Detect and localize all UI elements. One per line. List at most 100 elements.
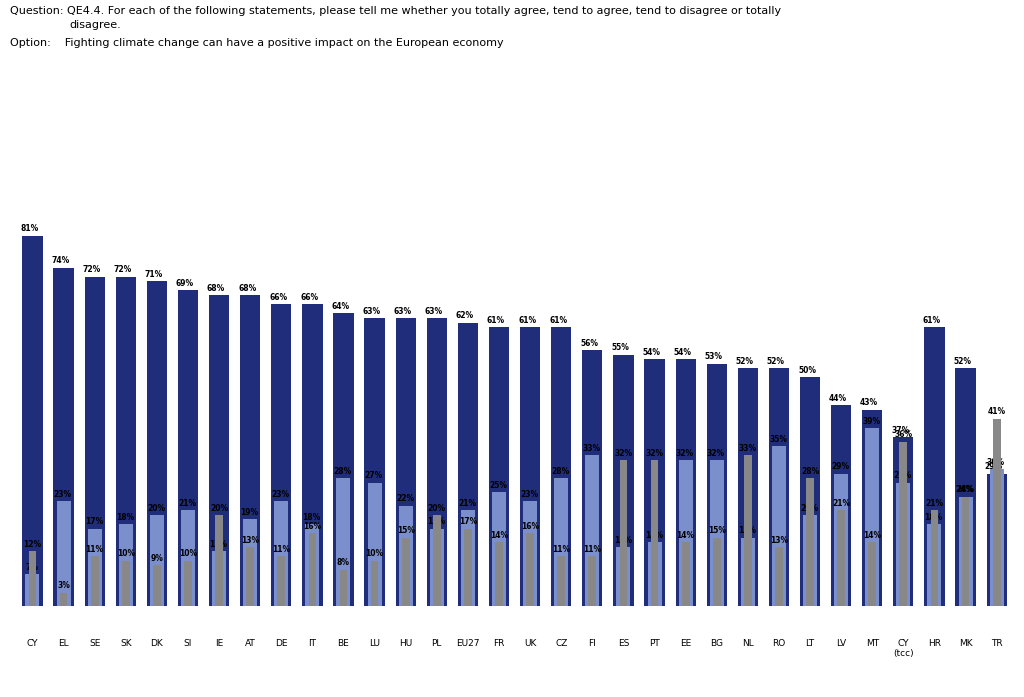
- Bar: [925, 327, 944, 606]
- Bar: [395, 318, 416, 606]
- Bar: [243, 519, 257, 606]
- Text: 15%: 15%: [396, 526, 415, 535]
- Text: 21%: 21%: [926, 499, 943, 508]
- Bar: [91, 556, 98, 606]
- Bar: [713, 537, 721, 606]
- Text: 43%: 43%: [860, 398, 879, 407]
- Text: 28%: 28%: [801, 467, 819, 476]
- Bar: [433, 515, 440, 606]
- Text: 32%: 32%: [614, 449, 633, 458]
- Bar: [29, 551, 37, 606]
- Text: 24%: 24%: [956, 485, 975, 494]
- Bar: [496, 542, 503, 606]
- Bar: [772, 446, 786, 606]
- Text: 7%: 7%: [26, 563, 38, 572]
- Text: 23%: 23%: [54, 490, 72, 499]
- Bar: [893, 437, 913, 606]
- Text: 63%: 63%: [362, 307, 381, 316]
- Text: 28%: 28%: [551, 467, 569, 476]
- Text: 20%: 20%: [801, 503, 818, 512]
- Bar: [707, 364, 727, 606]
- Text: 3%: 3%: [57, 581, 70, 590]
- Text: 19%: 19%: [241, 508, 258, 517]
- Bar: [53, 268, 74, 606]
- Bar: [334, 314, 353, 606]
- Text: 16%: 16%: [303, 522, 322, 531]
- Text: 39%: 39%: [862, 417, 881, 426]
- Text: 32%: 32%: [645, 449, 664, 458]
- Text: 69%: 69%: [176, 279, 194, 288]
- Bar: [865, 428, 880, 606]
- Text: 23%: 23%: [271, 490, 290, 499]
- Bar: [800, 378, 820, 606]
- Bar: [181, 510, 195, 606]
- Bar: [806, 478, 814, 606]
- Text: 52%: 52%: [767, 357, 785, 366]
- Text: 54%: 54%: [642, 348, 660, 357]
- Text: 24%: 24%: [955, 485, 974, 494]
- Text: 10%: 10%: [366, 549, 384, 558]
- Bar: [240, 295, 260, 606]
- Bar: [305, 524, 319, 606]
- Text: 13%: 13%: [613, 535, 632, 544]
- Text: 74%: 74%: [51, 256, 70, 266]
- Text: 18%: 18%: [302, 513, 321, 521]
- Text: 32%: 32%: [707, 449, 725, 458]
- Bar: [274, 501, 289, 606]
- Text: 12%: 12%: [24, 540, 42, 549]
- Bar: [278, 556, 285, 606]
- Text: 32%: 32%: [676, 449, 694, 458]
- Text: 66%: 66%: [269, 293, 288, 302]
- Bar: [986, 474, 1007, 606]
- Bar: [398, 505, 413, 606]
- Bar: [59, 592, 68, 606]
- Bar: [838, 510, 845, 606]
- Text: 10%: 10%: [117, 549, 135, 558]
- Bar: [212, 551, 226, 606]
- Bar: [88, 528, 101, 606]
- Text: 13%: 13%: [770, 535, 788, 544]
- Bar: [247, 547, 254, 606]
- Bar: [831, 405, 851, 606]
- Text: 23%: 23%: [520, 490, 539, 499]
- Bar: [958, 496, 973, 606]
- Bar: [962, 496, 970, 606]
- Text: 52%: 52%: [953, 357, 972, 366]
- Bar: [153, 565, 161, 606]
- Bar: [427, 318, 446, 606]
- Text: 41%: 41%: [987, 407, 1006, 416]
- Text: 11%: 11%: [86, 545, 103, 553]
- Text: 44%: 44%: [829, 394, 847, 403]
- Bar: [931, 510, 938, 606]
- Text: 11%: 11%: [272, 545, 291, 553]
- Text: 20%: 20%: [428, 503, 445, 512]
- Bar: [955, 368, 976, 606]
- Bar: [488, 327, 509, 606]
- Bar: [26, 574, 40, 606]
- Text: 15%: 15%: [708, 526, 726, 535]
- Text: 61%: 61%: [487, 316, 505, 325]
- Text: 10%: 10%: [179, 549, 197, 558]
- Bar: [744, 455, 752, 606]
- Bar: [401, 537, 410, 606]
- Text: 14%: 14%: [489, 531, 508, 540]
- Bar: [371, 560, 379, 606]
- Text: 9%: 9%: [151, 554, 163, 563]
- Bar: [647, 542, 662, 606]
- Text: 66%: 66%: [300, 293, 318, 302]
- Bar: [835, 474, 848, 606]
- Bar: [150, 515, 164, 606]
- Text: 71%: 71%: [144, 270, 163, 279]
- Text: Question: QE4.4. For each of the following statements, please tell me whether yo: Question: QE4.4. For each of the followi…: [10, 6, 781, 15]
- Bar: [520, 327, 541, 606]
- Bar: [613, 355, 634, 606]
- Text: 81%: 81%: [20, 224, 39, 233]
- Text: 21%: 21%: [178, 499, 197, 508]
- Bar: [557, 556, 565, 606]
- Bar: [862, 410, 883, 606]
- Bar: [650, 460, 658, 606]
- Bar: [122, 560, 130, 606]
- Text: 17%: 17%: [459, 517, 477, 526]
- Text: 17%: 17%: [85, 517, 103, 526]
- Bar: [492, 492, 506, 606]
